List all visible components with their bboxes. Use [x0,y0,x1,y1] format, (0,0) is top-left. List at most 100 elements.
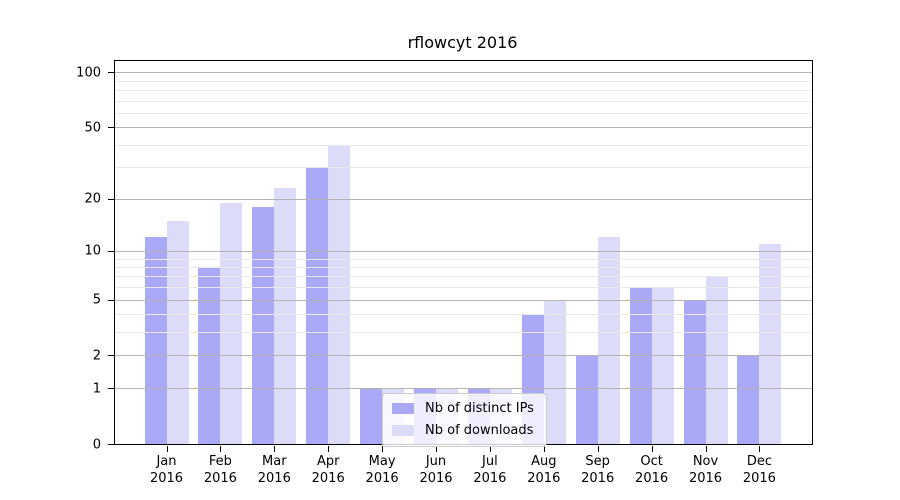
y-tick [108,444,114,445]
x-tick [436,446,437,452]
legend-swatch-downloads [392,425,414,436]
bar-distinct-ips-nov [683,299,706,444]
legend: Nb of distinct IPs Nb of downloads [382,393,547,447]
x-tick [705,446,707,452]
x-tick-label-month: Oct [640,454,663,469]
y-tick [108,299,114,301]
x-tick-label-month: Jul [482,454,498,469]
x-tick [597,446,599,452]
x-tick-label-month: May [368,454,396,469]
chart-title: rflowcyt 2016 [407,33,518,52]
x-tick-label: Aug 2016 [508,453,580,487]
gridline-minor [115,80,812,82]
x-tick-label-year: 2016 [257,471,291,486]
x-tick-label-month: Dec [746,454,772,469]
y-tick [108,127,114,129]
x-tick-label-year: 2016 [311,471,345,486]
y-tick-label: 2 [92,348,101,364]
x-tick-label: Mar 2016 [238,453,310,487]
x-tick-label-year: 2016 [527,471,561,486]
legend-item-downloads: Nb of downloads [392,423,534,438]
bar-downloads-feb [220,202,243,444]
x-tick-label-year: 2016 [203,471,237,486]
x-tick-label: Jun 2016 [400,453,472,487]
legend-label-distinct-ips: Nb of distinct IPs [425,401,534,416]
x-tick-label-month: Nov [692,454,719,469]
y-tick [108,198,114,200]
gridline-minor [115,89,812,91]
bar-distinct-ips-apr [306,167,329,444]
x-tick-label: Jul 2016 [454,453,526,487]
plot-area: 0 1 2 5 10 20 50 100 Jan 2016 Feb 2016 Mar 2016 Apr 201… [76,60,813,486]
x-tick-label-year: 2016 [635,471,669,486]
x-tick-label-year: 2016 [419,471,453,486]
x-tick-label-year: 2016 [473,471,507,486]
x-tick-label: Oct 2016 [616,453,688,487]
bar-distinct-ips-mar [252,206,275,444]
bar-distinct-ips-jan [144,237,167,444]
x-tick-label-month: Mar [262,454,287,469]
axis-layer: 0 1 2 5 10 20 50 100 Jan 2016 Feb 2016 Mar 2016 Apr 201… [76,61,812,486]
y-tick-label: 0 [92,437,101,452]
x-tick-label: Sep 2016 [562,453,634,487]
y-tick [108,355,114,357]
x-tick [543,446,545,452]
x-tick-label: Jan 2016 [131,453,203,487]
x-tick [651,446,653,452]
grid-layer [115,61,812,444]
x-tick-label-month: Sep [585,454,610,469]
x-tick-label-month: Aug [531,454,557,469]
gridline-minor [115,314,812,316]
gridline-minor [115,332,812,334]
y-tick-label: 50 [84,120,101,136]
gridline-minor [115,167,812,169]
x-tick [220,446,222,452]
x-tick-label: Nov 2016 [670,453,742,487]
bar-downloads-aug [543,299,566,444]
gridline-minor [115,258,812,260]
y-tick-label: 10 [84,243,101,259]
bar-downloads-apr [328,144,351,444]
bar-downloads-mar [274,187,297,444]
bar-distinct-ips-sep [575,355,598,444]
x-tick-label-year: 2016 [365,471,399,486]
bar-downloads-nov [705,276,728,444]
x-tick [489,446,491,452]
gridline-minor [115,112,812,114]
gridline-minor [115,276,812,278]
gridline-minor [115,100,812,102]
y-tick [108,72,114,74]
gridline-major [115,355,812,357]
x-tick [382,446,384,452]
gridline-minor [115,287,812,289]
x-tick [328,446,330,452]
x-tick-label: Apr 2016 [292,453,364,487]
x-tick-label-year: 2016 [581,471,615,486]
gridline-major [115,388,812,390]
gridline-minor [115,144,812,146]
y-tick-label: 20 [84,191,101,207]
y-tick-label: 100 [76,65,101,81]
bar-downloads-dec [759,243,782,444]
gridline-major [115,127,812,129]
x-tick-label-month: Jan [156,454,177,469]
x-tick-label-year: 2016 [149,471,184,486]
x-tick-label: May 2016 [346,453,418,487]
y-tick [108,250,114,252]
bar-distinct-ips-may [360,388,383,444]
bar-downloads-oct [651,287,674,444]
legend-swatch-distinct-ips [392,403,414,414]
gridline-major [115,72,812,74]
bar-distinct-ips-dec [737,355,760,444]
x-tick [274,446,276,452]
gridline-major [115,250,812,252]
x-tick-label: Dec 2016 [723,453,795,487]
y-tick-label: 1 [92,381,101,397]
x-tick-label-year: 2016 [742,471,776,486]
legend-item-distinct-ips: Nb of distinct IPs [392,401,534,416]
gridline-major [115,299,812,301]
x-tick-label: Feb 2016 [184,453,256,487]
bar-distinct-ips-oct [629,287,652,444]
x-tick [759,446,761,452]
